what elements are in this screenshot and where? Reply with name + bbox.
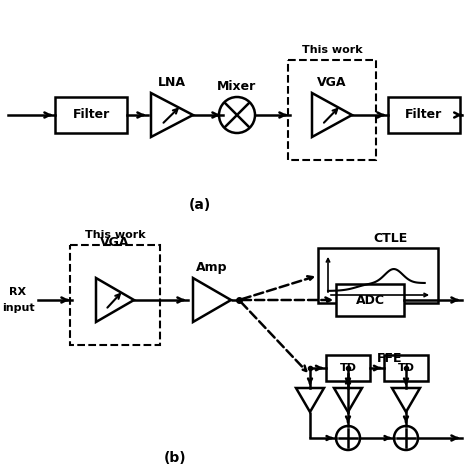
Bar — [336, 284, 404, 316]
Polygon shape — [151, 93, 193, 137]
Polygon shape — [392, 388, 420, 412]
Bar — [318, 248, 438, 303]
Text: (a): (a) — [189, 198, 211, 212]
Bar — [326, 355, 370, 381]
Bar — [55, 97, 127, 133]
Bar — [384, 355, 428, 381]
Text: VGA: VGA — [100, 236, 130, 250]
Circle shape — [219, 97, 255, 133]
Text: (b): (b) — [164, 451, 186, 465]
Text: FFE: FFE — [377, 352, 403, 365]
Text: input: input — [2, 303, 34, 313]
Text: Filter: Filter — [72, 109, 110, 122]
Polygon shape — [193, 278, 231, 322]
Text: RX: RX — [9, 287, 27, 297]
Circle shape — [394, 426, 418, 450]
Bar — [288, 60, 376, 160]
Polygon shape — [312, 93, 352, 137]
Text: TD: TD — [398, 363, 415, 373]
Text: ADC: ADC — [355, 293, 384, 306]
Polygon shape — [334, 388, 362, 412]
Text: This work: This work — [85, 230, 145, 240]
Text: LNA: LNA — [158, 77, 186, 89]
Bar — [388, 97, 460, 133]
Circle shape — [336, 426, 360, 450]
Text: TD: TD — [339, 363, 357, 373]
Text: This work: This work — [302, 45, 362, 55]
Polygon shape — [96, 278, 134, 322]
Text: VGA: VGA — [317, 77, 347, 89]
Bar — [70, 245, 160, 345]
Polygon shape — [296, 388, 324, 412]
Text: Mixer: Mixer — [217, 80, 257, 94]
Text: CTLE: CTLE — [373, 232, 407, 244]
Text: Filter: Filter — [405, 109, 443, 122]
Text: Amp: Amp — [196, 261, 228, 274]
